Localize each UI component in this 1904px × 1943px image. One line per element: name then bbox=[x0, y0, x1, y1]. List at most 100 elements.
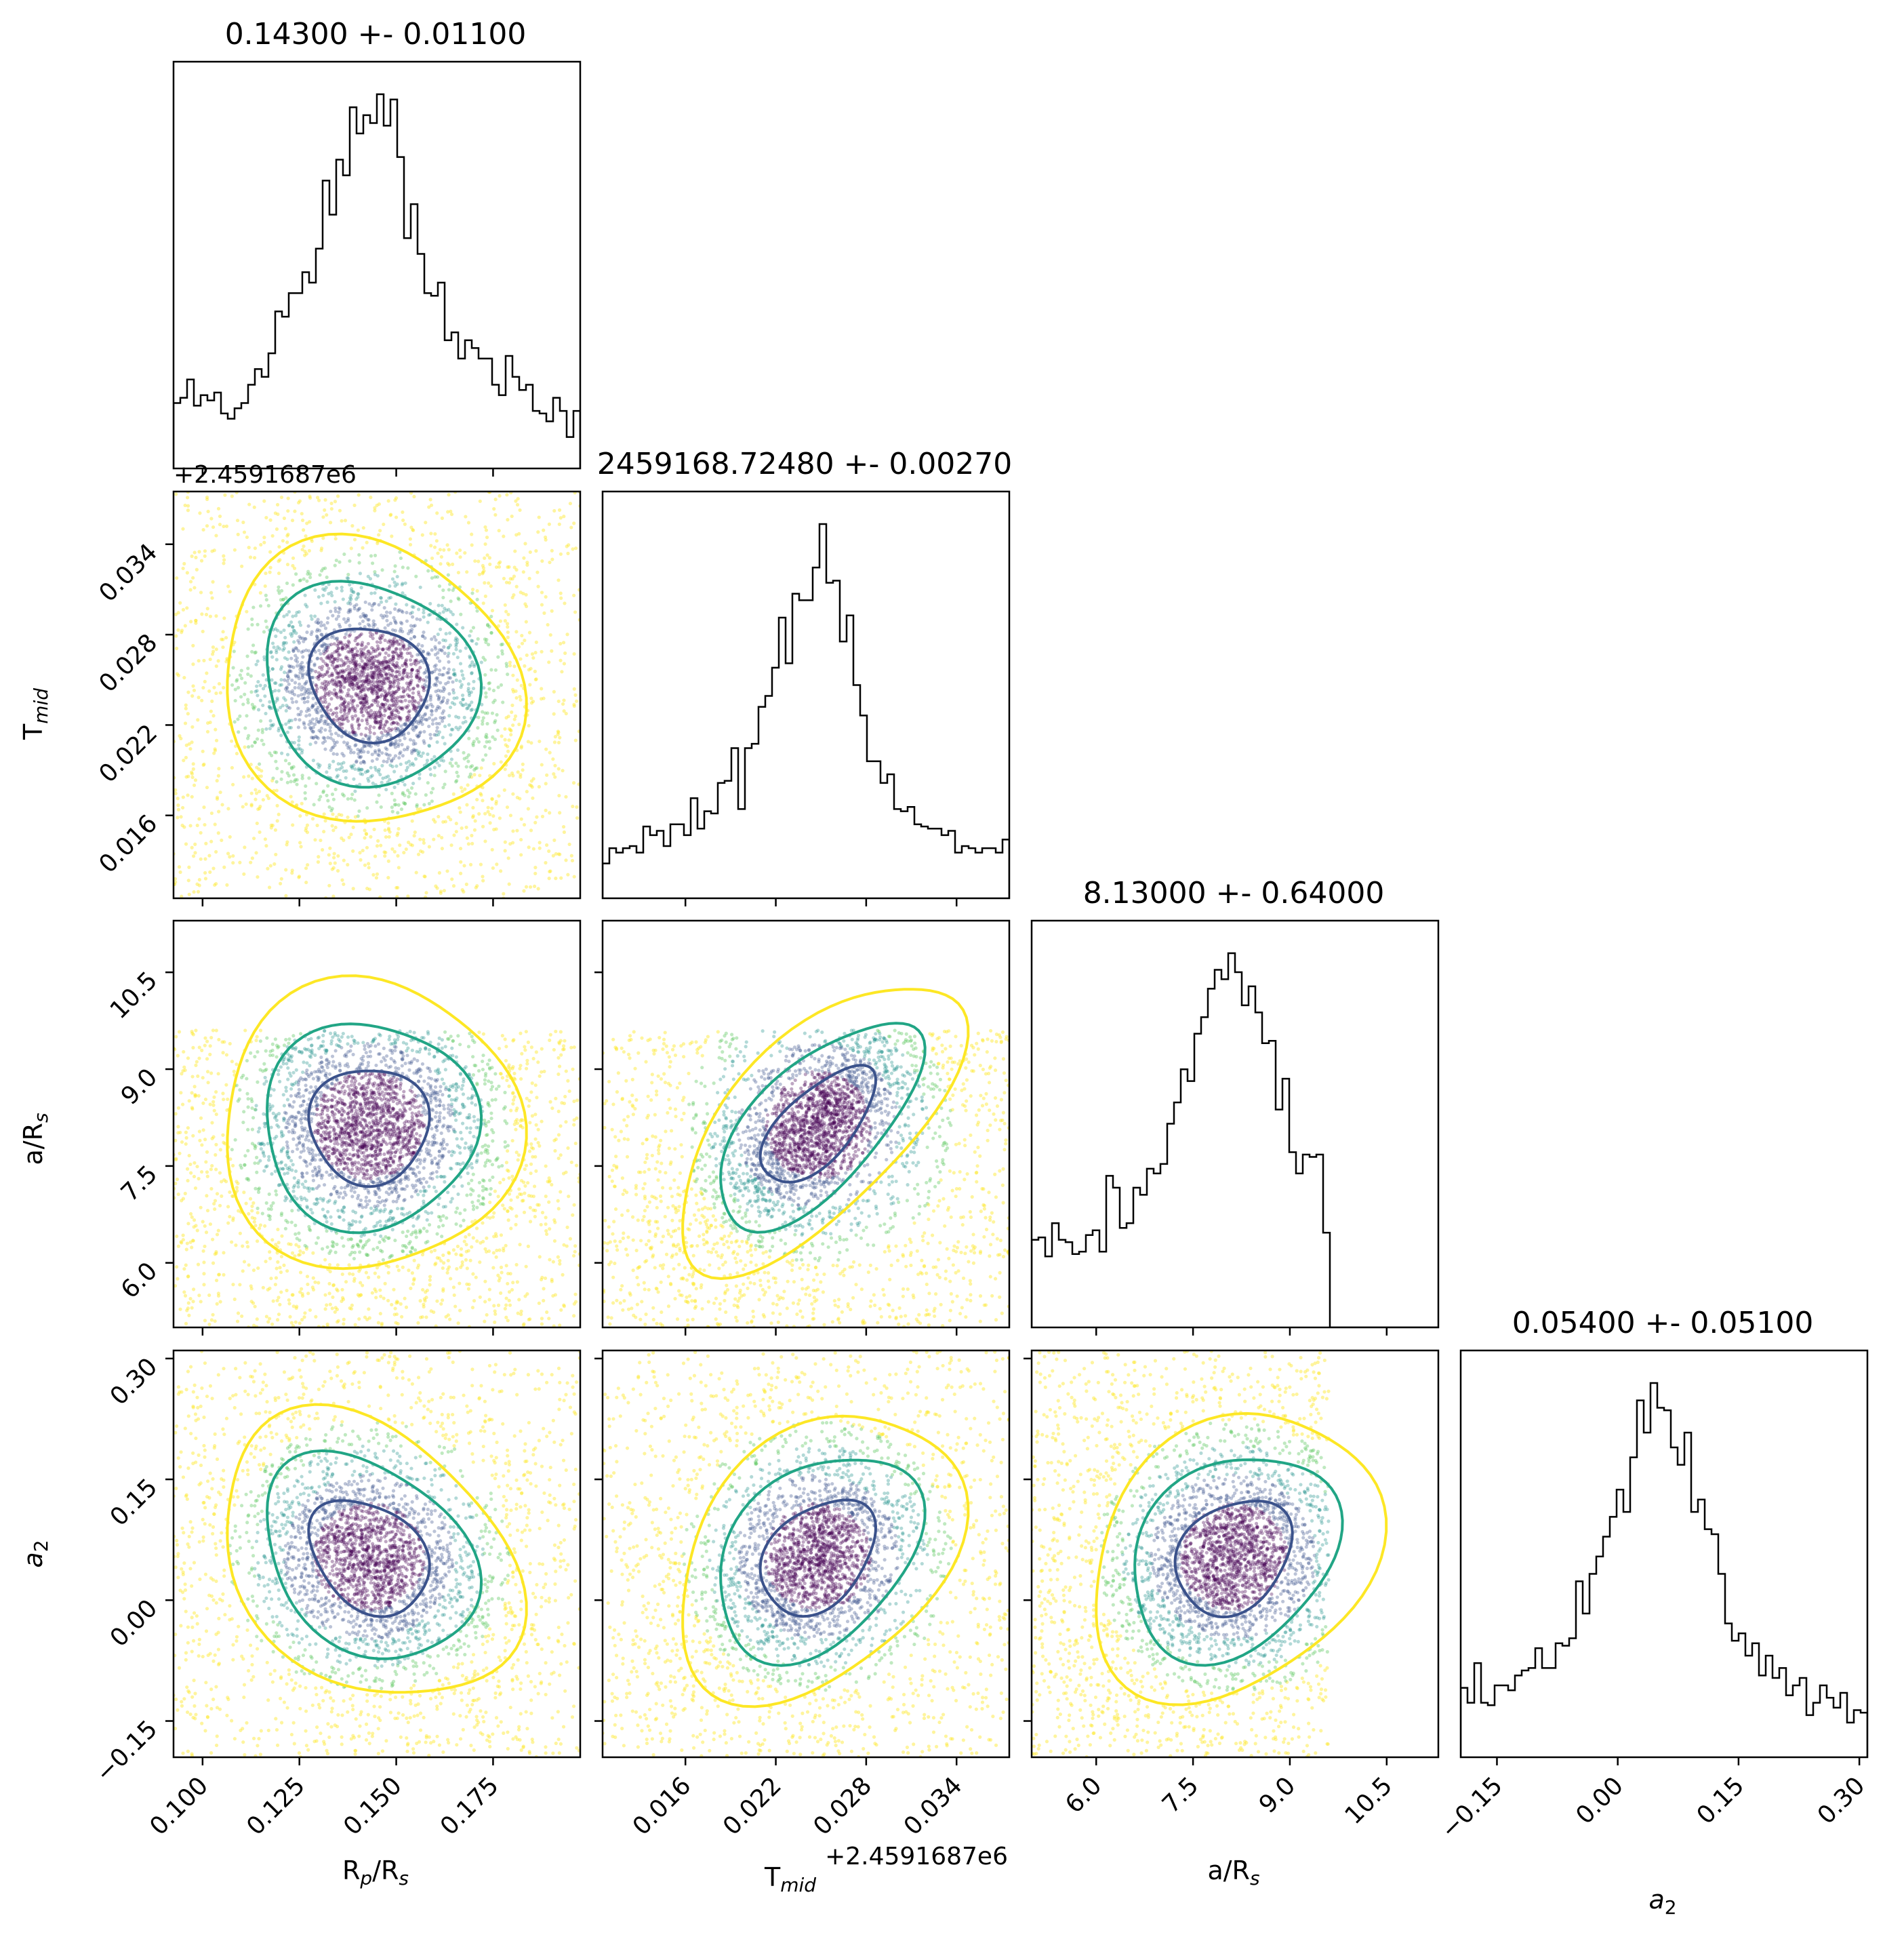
scatter-point bbox=[401, 643, 406, 647]
scatter-point bbox=[338, 681, 342, 685]
scatter-point bbox=[363, 664, 367, 668]
scatter-point bbox=[484, 695, 488, 699]
scatter-point bbox=[468, 703, 472, 707]
scatter-point bbox=[176, 628, 180, 632]
scatter-point bbox=[313, 708, 318, 712]
scatter-point bbox=[307, 692, 311, 696]
scatter-point bbox=[321, 741, 325, 745]
scatter-point bbox=[360, 694, 364, 698]
scatter-point bbox=[346, 1157, 350, 1161]
scatter-point bbox=[311, 1178, 316, 1182]
scatter-point bbox=[448, 761, 452, 765]
scatter-point bbox=[355, 1125, 359, 1129]
scatter-point bbox=[293, 646, 298, 650]
scatter-point bbox=[225, 883, 229, 887]
scatter-point bbox=[207, 689, 211, 694]
scatter-point bbox=[290, 868, 294, 873]
scatter-point bbox=[359, 647, 363, 652]
scatter-point bbox=[180, 630, 184, 635]
scatter-point bbox=[395, 727, 400, 731]
scatter-point bbox=[473, 819, 477, 823]
scatter-point bbox=[349, 1128, 353, 1132]
scatter-point bbox=[399, 807, 404, 812]
scatter-point bbox=[286, 674, 290, 678]
scatter-point bbox=[249, 803, 254, 808]
scatter-point bbox=[479, 793, 483, 797]
scatter-point bbox=[346, 576, 350, 580]
scatter-point bbox=[464, 646, 468, 650]
scatter-point bbox=[225, 1019, 228, 1022]
scatter-point bbox=[321, 659, 325, 663]
scatter-point bbox=[340, 647, 344, 652]
scatter-point bbox=[268, 706, 272, 710]
scatter-point bbox=[351, 677, 355, 681]
scatter-point bbox=[489, 630, 493, 635]
scatter-point bbox=[330, 691, 334, 696]
scatter-point bbox=[388, 639, 392, 643]
scatter-point bbox=[285, 689, 289, 693]
scatter-point bbox=[405, 675, 409, 679]
scatter-point bbox=[403, 782, 407, 787]
scatter-point bbox=[454, 715, 458, 719]
scatter-point bbox=[342, 1119, 346, 1123]
scatter-point bbox=[361, 759, 365, 763]
scatter-point bbox=[519, 683, 523, 687]
scatter-point bbox=[334, 1119, 339, 1123]
scatter-point bbox=[439, 555, 443, 559]
scatter-point bbox=[530, 652, 535, 656]
scatter-point bbox=[211, 649, 216, 654]
scatter-point bbox=[481, 786, 485, 790]
scatter-point bbox=[289, 669, 293, 673]
scatter-point bbox=[399, 1128, 403, 1132]
scatter-point bbox=[401, 707, 405, 711]
scatter-point bbox=[357, 697, 361, 701]
scatter-point bbox=[340, 670, 344, 674]
scatter-point bbox=[493, 737, 498, 742]
scatter-point bbox=[346, 656, 350, 660]
scatter-point bbox=[328, 521, 333, 525]
scatter-point bbox=[397, 1134, 401, 1138]
scatter-point bbox=[391, 742, 395, 746]
scatter-point bbox=[390, 1121, 394, 1126]
scatter-point bbox=[389, 1171, 393, 1176]
scatter-point bbox=[186, 712, 190, 716]
scatter-point bbox=[321, 1108, 325, 1112]
scatter-point bbox=[558, 811, 562, 815]
scatter-point bbox=[235, 679, 239, 683]
scatter-point bbox=[418, 618, 422, 622]
scatter-point bbox=[149, 1129, 153, 1133]
scatter-point bbox=[297, 685, 301, 689]
scatter-point bbox=[190, 795, 194, 799]
scatter-point bbox=[289, 634, 294, 638]
scatter-point bbox=[385, 662, 389, 666]
scatter-point bbox=[483, 812, 487, 816]
scatter-point bbox=[298, 620, 302, 624]
scatter-point bbox=[406, 631, 411, 636]
scatter-point bbox=[331, 759, 336, 763]
scatter-point bbox=[179, 736, 183, 740]
scatter-point bbox=[153, 631, 156, 635]
scatter-point bbox=[424, 521, 428, 525]
scatter-point bbox=[475, 1154, 479, 1158]
scatter-point bbox=[534, 549, 538, 553]
scatter-point bbox=[374, 685, 378, 689]
scatter-point bbox=[401, 668, 405, 673]
scatter-point bbox=[572, 704, 576, 708]
scatter-point bbox=[383, 828, 387, 833]
scatter-point bbox=[274, 681, 278, 685]
scatter-point bbox=[363, 1104, 367, 1108]
scatter-point bbox=[303, 1116, 307, 1121]
scatter-point bbox=[401, 754, 405, 758]
scatter-point bbox=[222, 616, 226, 620]
scatter-point bbox=[373, 658, 377, 662]
scatter-point bbox=[275, 648, 279, 652]
scatter-point bbox=[468, 862, 473, 866]
scatter-point bbox=[428, 696, 433, 700]
scatter-point bbox=[243, 681, 247, 685]
scatter-point bbox=[432, 664, 437, 668]
scatter-point bbox=[416, 684, 420, 688]
scatter-point bbox=[370, 687, 374, 691]
scatter-point bbox=[323, 1214, 327, 1218]
scatter-point bbox=[340, 668, 345, 673]
scatter-point bbox=[359, 701, 363, 705]
